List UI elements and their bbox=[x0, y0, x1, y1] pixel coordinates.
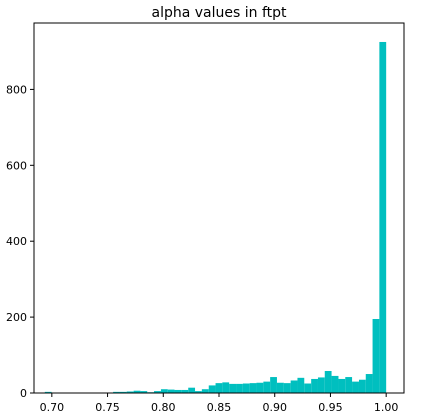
plot-frame bbox=[33, 22, 405, 394]
histogram-bar bbox=[358, 379, 366, 393]
histogram-bar bbox=[276, 382, 284, 393]
x-tick-label: 0.90 bbox=[262, 401, 287, 414]
histogram-bar bbox=[154, 391, 161, 393]
x-axis: 0.70 0.75 0.80 0.85 0.90 0.95 1.00 bbox=[40, 393, 399, 414]
histogram-bar bbox=[324, 370, 332, 393]
histogram-bar bbox=[133, 390, 141, 393]
histogram-bar bbox=[379, 41, 387, 393]
histogram-bar bbox=[304, 383, 312, 393]
histogram-bar bbox=[297, 377, 305, 393]
histogram-bar bbox=[263, 381, 271, 393]
histogram-bar bbox=[290, 380, 298, 393]
histogram-bar bbox=[311, 378, 318, 393]
histogram-bar bbox=[338, 378, 346, 393]
histogram-bar bbox=[113, 391, 120, 393]
x-tick-label: 0.75 bbox=[95, 401, 120, 414]
x-tick-label: 0.85 bbox=[207, 401, 232, 414]
x-tick-label: 0.70 bbox=[40, 401, 65, 414]
histogram-bar bbox=[119, 391, 127, 393]
y-tick-label: 600 bbox=[6, 159, 27, 172]
histogram-bar bbox=[352, 381, 359, 393]
histogram-bar bbox=[270, 377, 277, 393]
histogram-bar bbox=[188, 387, 196, 393]
histogram-bar bbox=[44, 391, 52, 393]
y-axis: 0 200 400 600 800 bbox=[6, 83, 34, 400]
y-tick-label: 800 bbox=[6, 83, 27, 96]
histogram-bar bbox=[317, 377, 325, 393]
chart-title: alpha values in ftpt bbox=[151, 5, 287, 21]
histogram-bar bbox=[160, 389, 168, 393]
histogram-bar bbox=[126, 391, 134, 393]
histogram-bar bbox=[345, 377, 353, 393]
x-tick-label: 1.00 bbox=[374, 401, 399, 414]
x-tick-label: 0.80 bbox=[151, 401, 176, 414]
plot-area bbox=[34, 23, 404, 393]
y-tick-label: 400 bbox=[6, 235, 27, 248]
histogram-bar bbox=[236, 383, 243, 393]
histogram-bar bbox=[256, 382, 264, 393]
histogram-bar bbox=[215, 383, 223, 393]
histogram-bars bbox=[44, 41, 387, 393]
histogram-bar bbox=[181, 389, 189, 393]
histogram-bar bbox=[174, 389, 182, 393]
x-tick-label: 0.95 bbox=[318, 401, 343, 414]
histogram-bar bbox=[331, 375, 339, 393]
histogram-bar bbox=[167, 389, 175, 393]
histogram-bar bbox=[140, 391, 148, 393]
histogram-bar bbox=[222, 382, 230, 393]
histogram-bar bbox=[283, 383, 291, 393]
y-tick-label: 0 bbox=[20, 387, 27, 400]
histogram-bar bbox=[195, 391, 202, 393]
histogram-bar bbox=[201, 389, 209, 393]
histogram-bar bbox=[242, 383, 250, 393]
histogram-bar bbox=[249, 383, 257, 393]
histogram-bar bbox=[372, 319, 380, 393]
histogram-bar bbox=[229, 383, 237, 393]
y-tick-label: 200 bbox=[6, 311, 27, 324]
histogram-bar bbox=[365, 374, 373, 393]
histogram-bar bbox=[208, 385, 216, 393]
